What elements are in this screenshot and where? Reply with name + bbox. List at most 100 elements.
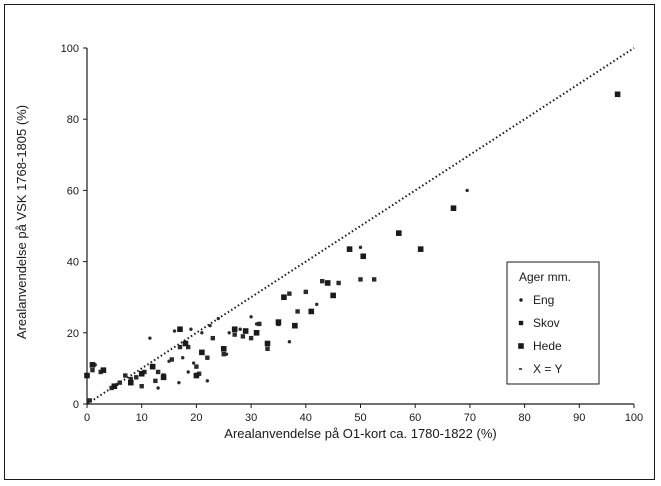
data-point-ager-mm (200, 331, 204, 335)
data-point-skov (100, 367, 107, 373)
x-tick-label: 50 (354, 412, 366, 424)
chart-frame (4, 4, 655, 480)
data-point-skov (177, 326, 183, 333)
data-point-skov (346, 246, 353, 252)
x-tick-label: 0 (84, 412, 90, 424)
data-point-skov (127, 379, 134, 386)
data-point-skov (360, 253, 367, 260)
data-point-eng (358, 277, 363, 282)
data-point-eng (287, 291, 292, 296)
legend-marker-hede (518, 343, 524, 349)
data-point-ager-mm (227, 331, 231, 335)
x-tick-label: 10 (136, 412, 148, 424)
data-point-skov (220, 346, 227, 352)
legend-marker-skov (518, 320, 524, 326)
legend: Ager mm. Eng Skov Hede X = Y (506, 261, 600, 385)
data-point-ager-mm (186, 370, 190, 374)
data-point-ager-mm (205, 379, 210, 383)
y-tick-label: 40 (67, 257, 79, 269)
data-point-skov (417, 246, 424, 252)
data-point-skov (330, 292, 336, 299)
data-point-eng (205, 355, 210, 360)
x-tick-label: 90 (573, 412, 585, 424)
data-point-skov (614, 91, 621, 98)
y-tick-label: 100 (61, 43, 79, 55)
x-tick-label: 20 (190, 412, 202, 424)
data-point-eng (371, 277, 377, 282)
y-tick-label: 80 (67, 114, 79, 126)
x-tick-label: 40 (300, 412, 312, 424)
data-point-eng (232, 332, 237, 337)
data-point-ager-mm (249, 315, 253, 319)
axis-ticks: 0 10 20 30 40 50 60 70 80 90 100 0 20 40 60 80 100 (61, 43, 644, 424)
y-tick-label: 60 (67, 185, 79, 197)
data-point-ager-mm (465, 188, 469, 193)
x-tick-label: 30 (245, 412, 257, 424)
data-point-eng (87, 398, 92, 403)
data-point-eng (177, 344, 183, 350)
data-point-eng (240, 334, 246, 339)
data-point-eng (210, 335, 216, 341)
data-point-skov (89, 362, 96, 368)
legend-marker-eng (519, 298, 523, 302)
data-point-skov (182, 340, 189, 347)
x-tick-label: 80 (518, 412, 530, 424)
data-point-eng (194, 364, 199, 369)
y-tick-label: 0 (73, 399, 79, 411)
data-point-skov (160, 374, 167, 381)
series-skov (84, 91, 621, 389)
data-point-eng (134, 375, 139, 380)
y-tick-label: 20 (67, 328, 79, 340)
x-tick-label: 60 (409, 412, 421, 424)
data-point-eng (169, 357, 174, 362)
data-point-skov (253, 330, 260, 336)
data-point-skov (308, 308, 315, 315)
data-point-ager-mm (216, 316, 220, 321)
data-point-skov (193, 372, 200, 379)
data-point-eng (90, 367, 95, 373)
y-axis-label: Arealanvendelse på VSK 1768-1805 (%) (14, 105, 29, 339)
data-point-eng (257, 321, 262, 327)
data-point-skov (264, 340, 271, 347)
plot-area (84, 47, 635, 405)
data-point-ager-mm (148, 336, 152, 340)
legend-entry: X = Y (533, 362, 562, 376)
data-point-eng (139, 384, 144, 389)
data-point-eng (295, 309, 300, 314)
data-point-skov (395, 230, 402, 236)
data-point-eng (248, 335, 254, 341)
data-point-eng (336, 280, 341, 286)
data-point-eng (128, 376, 133, 382)
data-point-skov (138, 370, 145, 377)
data-point-eng (221, 351, 226, 357)
data-point-skov (199, 349, 205, 356)
data-point-ager-mm (177, 380, 181, 385)
data-point-eng (303, 289, 308, 295)
data-point-eng (265, 346, 270, 352)
x-tick-label: 70 (464, 412, 476, 424)
data-point-skov (231, 326, 238, 333)
data-point-eng (117, 380, 123, 385)
data-point-skov (324, 280, 331, 286)
data-point-skov (450, 205, 457, 211)
x-axis-label: Arealanvendelse på O1-kort ca. 1780-1822… (224, 426, 496, 441)
data-point-eng (185, 344, 191, 350)
data-point-skov (292, 322, 298, 329)
legend-entry: Hede (533, 339, 562, 353)
legend-entry: Skov (533, 316, 560, 330)
x-equals-y-line (86, 47, 635, 405)
data-point-skov (111, 383, 118, 389)
data-point-ager-mm (287, 340, 292, 344)
data-point-ager-mm (172, 329, 177, 333)
data-point-skov (149, 363, 156, 370)
data-point-ager-mm (208, 323, 212, 328)
data-point-ager-mm (315, 302, 319, 307)
data-point-ager-mm (191, 361, 196, 365)
data-point-ager-mm (238, 327, 242, 331)
data-point-skov (281, 294, 287, 300)
data-point-skov (275, 319, 282, 325)
data-point-ager-mm (156, 386, 160, 390)
legend-title: Ager mm. (519, 270, 571, 284)
data-point-eng (320, 278, 325, 284)
